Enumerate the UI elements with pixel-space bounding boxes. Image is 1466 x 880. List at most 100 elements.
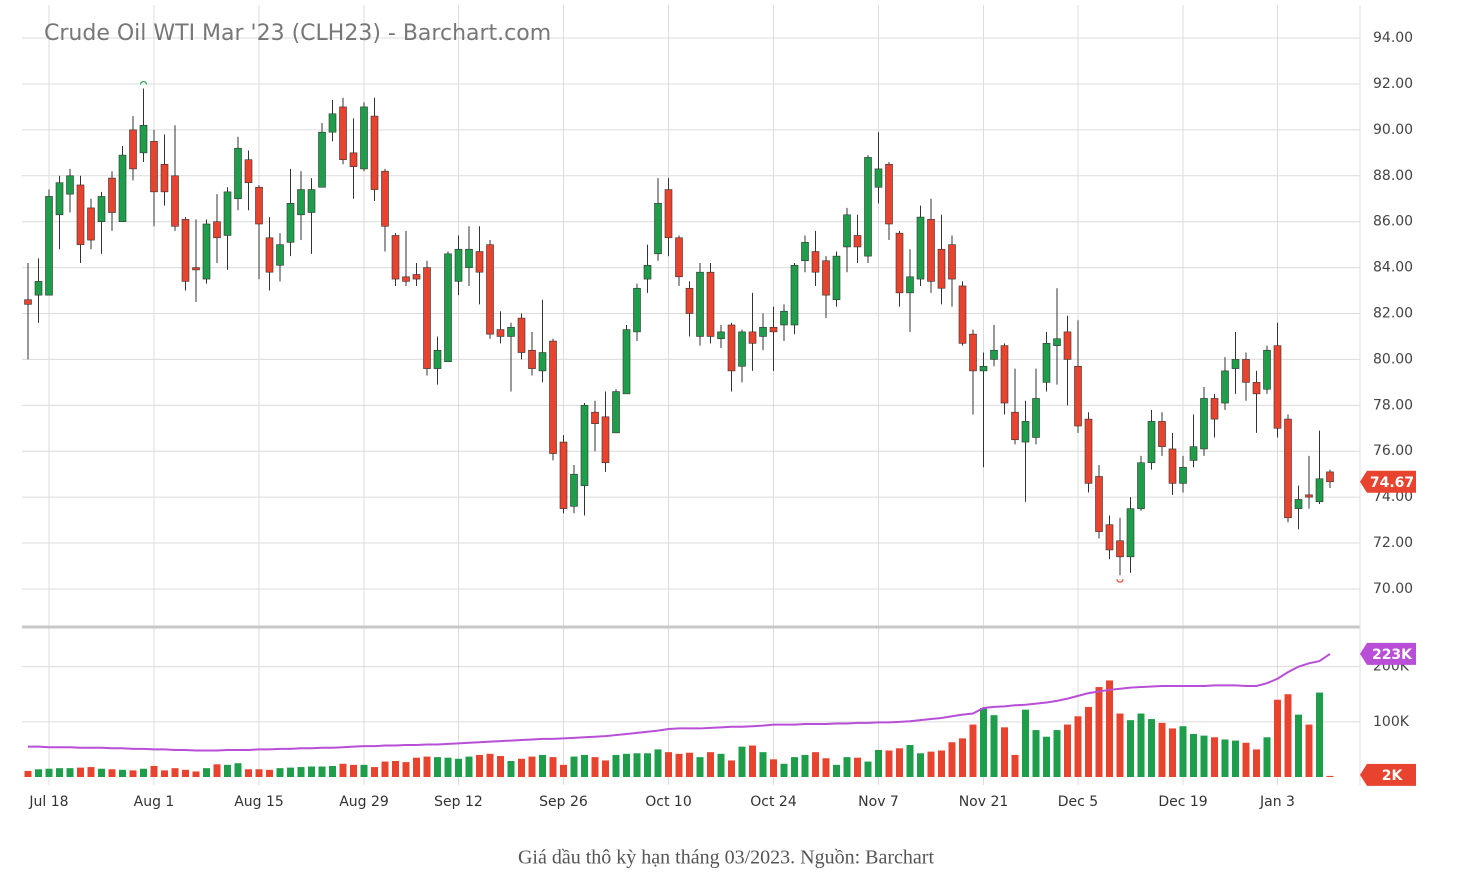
candle-body (706, 271, 715, 337)
candle-body (811, 251, 820, 273)
volume-bar (444, 757, 452, 777)
volume-bar (234, 763, 242, 777)
candle-body (412, 274, 421, 280)
candle-body (927, 219, 935, 282)
candle-body (622, 329, 631, 395)
candle-body (360, 106, 368, 170)
volume-bar (171, 768, 179, 777)
volume-bar (1158, 722, 1166, 777)
candle-body (1116, 540, 1124, 558)
candle-body (129, 129, 137, 170)
candle-body (66, 175, 74, 195)
volume-bar (1190, 733, 1197, 777)
candle-body (444, 253, 452, 363)
candle-body (570, 473, 578, 507)
volume-bar (1043, 736, 1050, 777)
volume-bar (297, 767, 305, 777)
volume-bar (1169, 728, 1176, 777)
volume-bar (66, 768, 74, 777)
candle-body (601, 416, 610, 464)
x-tick-label: Aug 15 (234, 794, 284, 810)
volume-bar (959, 738, 966, 777)
candle-body (591, 411, 599, 424)
candle-body (1284, 418, 1292, 519)
volume-bar (717, 753, 725, 777)
candle-body (853, 235, 862, 248)
y-tick-label: 74.00 (1373, 489, 1413, 505)
volume-bar (434, 757, 441, 777)
candle-body (937, 248, 946, 289)
candle-body (328, 113, 337, 133)
candle-body (486, 244, 494, 335)
volume-bar (1221, 739, 1229, 777)
volume-bar (1295, 714, 1302, 777)
volume-bar (1148, 719, 1155, 777)
x-tick-label: Oct 24 (750, 794, 797, 810)
candle-body (370, 115, 379, 190)
candle-body (1200, 398, 1208, 450)
candle-body (307, 189, 316, 213)
candle-body (234, 147, 242, 200)
y-tick-label: 80.00 (1373, 351, 1413, 367)
volume-bar (318, 766, 326, 777)
candle-body (580, 405, 589, 486)
candle-body (1263, 349, 1271, 390)
candle-body (76, 184, 85, 245)
volume-bar (308, 766, 315, 777)
y-tick-label: 90.00 (1373, 122, 1413, 138)
volume-bar (1200, 735, 1208, 777)
y-tick-label: 72.00 (1373, 535, 1413, 551)
x-tick-label: Dec 19 (1158, 794, 1207, 810)
candle-body (885, 164, 893, 225)
volume-bar (1253, 749, 1260, 777)
volume-average-label: 223K (1372, 647, 1413, 663)
caption: Giá dầu thô kỳ hạn tháng 03/2023. Nguồn:… (518, 847, 934, 869)
volume-bar (938, 750, 945, 777)
volume-bar (990, 715, 998, 777)
volume-bar (339, 763, 347, 777)
volume-bar (1074, 716, 1082, 777)
y-tick-label: 84.00 (1373, 260, 1413, 276)
candle-body (1242, 359, 1250, 383)
candle-body (1168, 448, 1177, 484)
volume-bar (224, 764, 231, 777)
volume-bar (518, 758, 525, 777)
candle-body (1252, 382, 1261, 395)
volume-bar (98, 768, 105, 777)
candle-body (318, 131, 326, 188)
candle-body (748, 331, 757, 344)
volume-bar (1305, 724, 1313, 777)
volume-bar (675, 753, 683, 777)
candle-body (1021, 421, 1030, 443)
volume-bar (1011, 754, 1019, 777)
candle-body (916, 216, 925, 280)
volume-bar (108, 769, 116, 777)
candle-body (1221, 370, 1229, 404)
candle-body (1105, 524, 1114, 551)
volume-bar (1127, 720, 1134, 777)
x-tick-label: Sep 26 (539, 794, 588, 810)
volume-bar (119, 769, 126, 777)
volume-bar (87, 767, 95, 777)
volume-bar (749, 745, 756, 777)
volume-bar (728, 760, 735, 777)
volume-bar (854, 757, 861, 777)
volume-bar (486, 753, 494, 777)
volume-bar (1095, 687, 1103, 777)
candle-body (34, 281, 43, 296)
candle-body (223, 191, 232, 236)
volume-bar (1137, 713, 1145, 777)
volume-bar (560, 764, 567, 777)
candle-body (1210, 398, 1219, 420)
volume-bar (45, 768, 53, 777)
candle-body (381, 170, 389, 227)
candle-body (759, 326, 767, 337)
volume-bar (413, 757, 420, 777)
volume-bar (1116, 713, 1124, 777)
candle-body (1032, 398, 1040, 438)
volume-bar (35, 769, 42, 777)
candle-body (675, 237, 683, 278)
candle-body (454, 248, 463, 282)
volume-bar (1053, 730, 1061, 777)
candle-body (612, 391, 620, 434)
